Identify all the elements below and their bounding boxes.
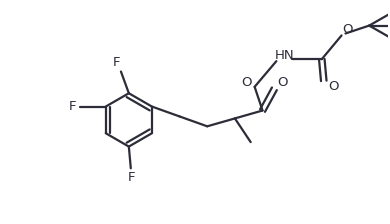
Text: O: O [241, 76, 252, 89]
Text: O: O [277, 76, 287, 89]
Text: O: O [328, 80, 339, 93]
Text: O: O [342, 23, 353, 36]
Text: HN: HN [275, 49, 294, 62]
Text: F: F [128, 171, 136, 184]
Text: F: F [113, 56, 121, 69]
Text: F: F [68, 100, 76, 113]
